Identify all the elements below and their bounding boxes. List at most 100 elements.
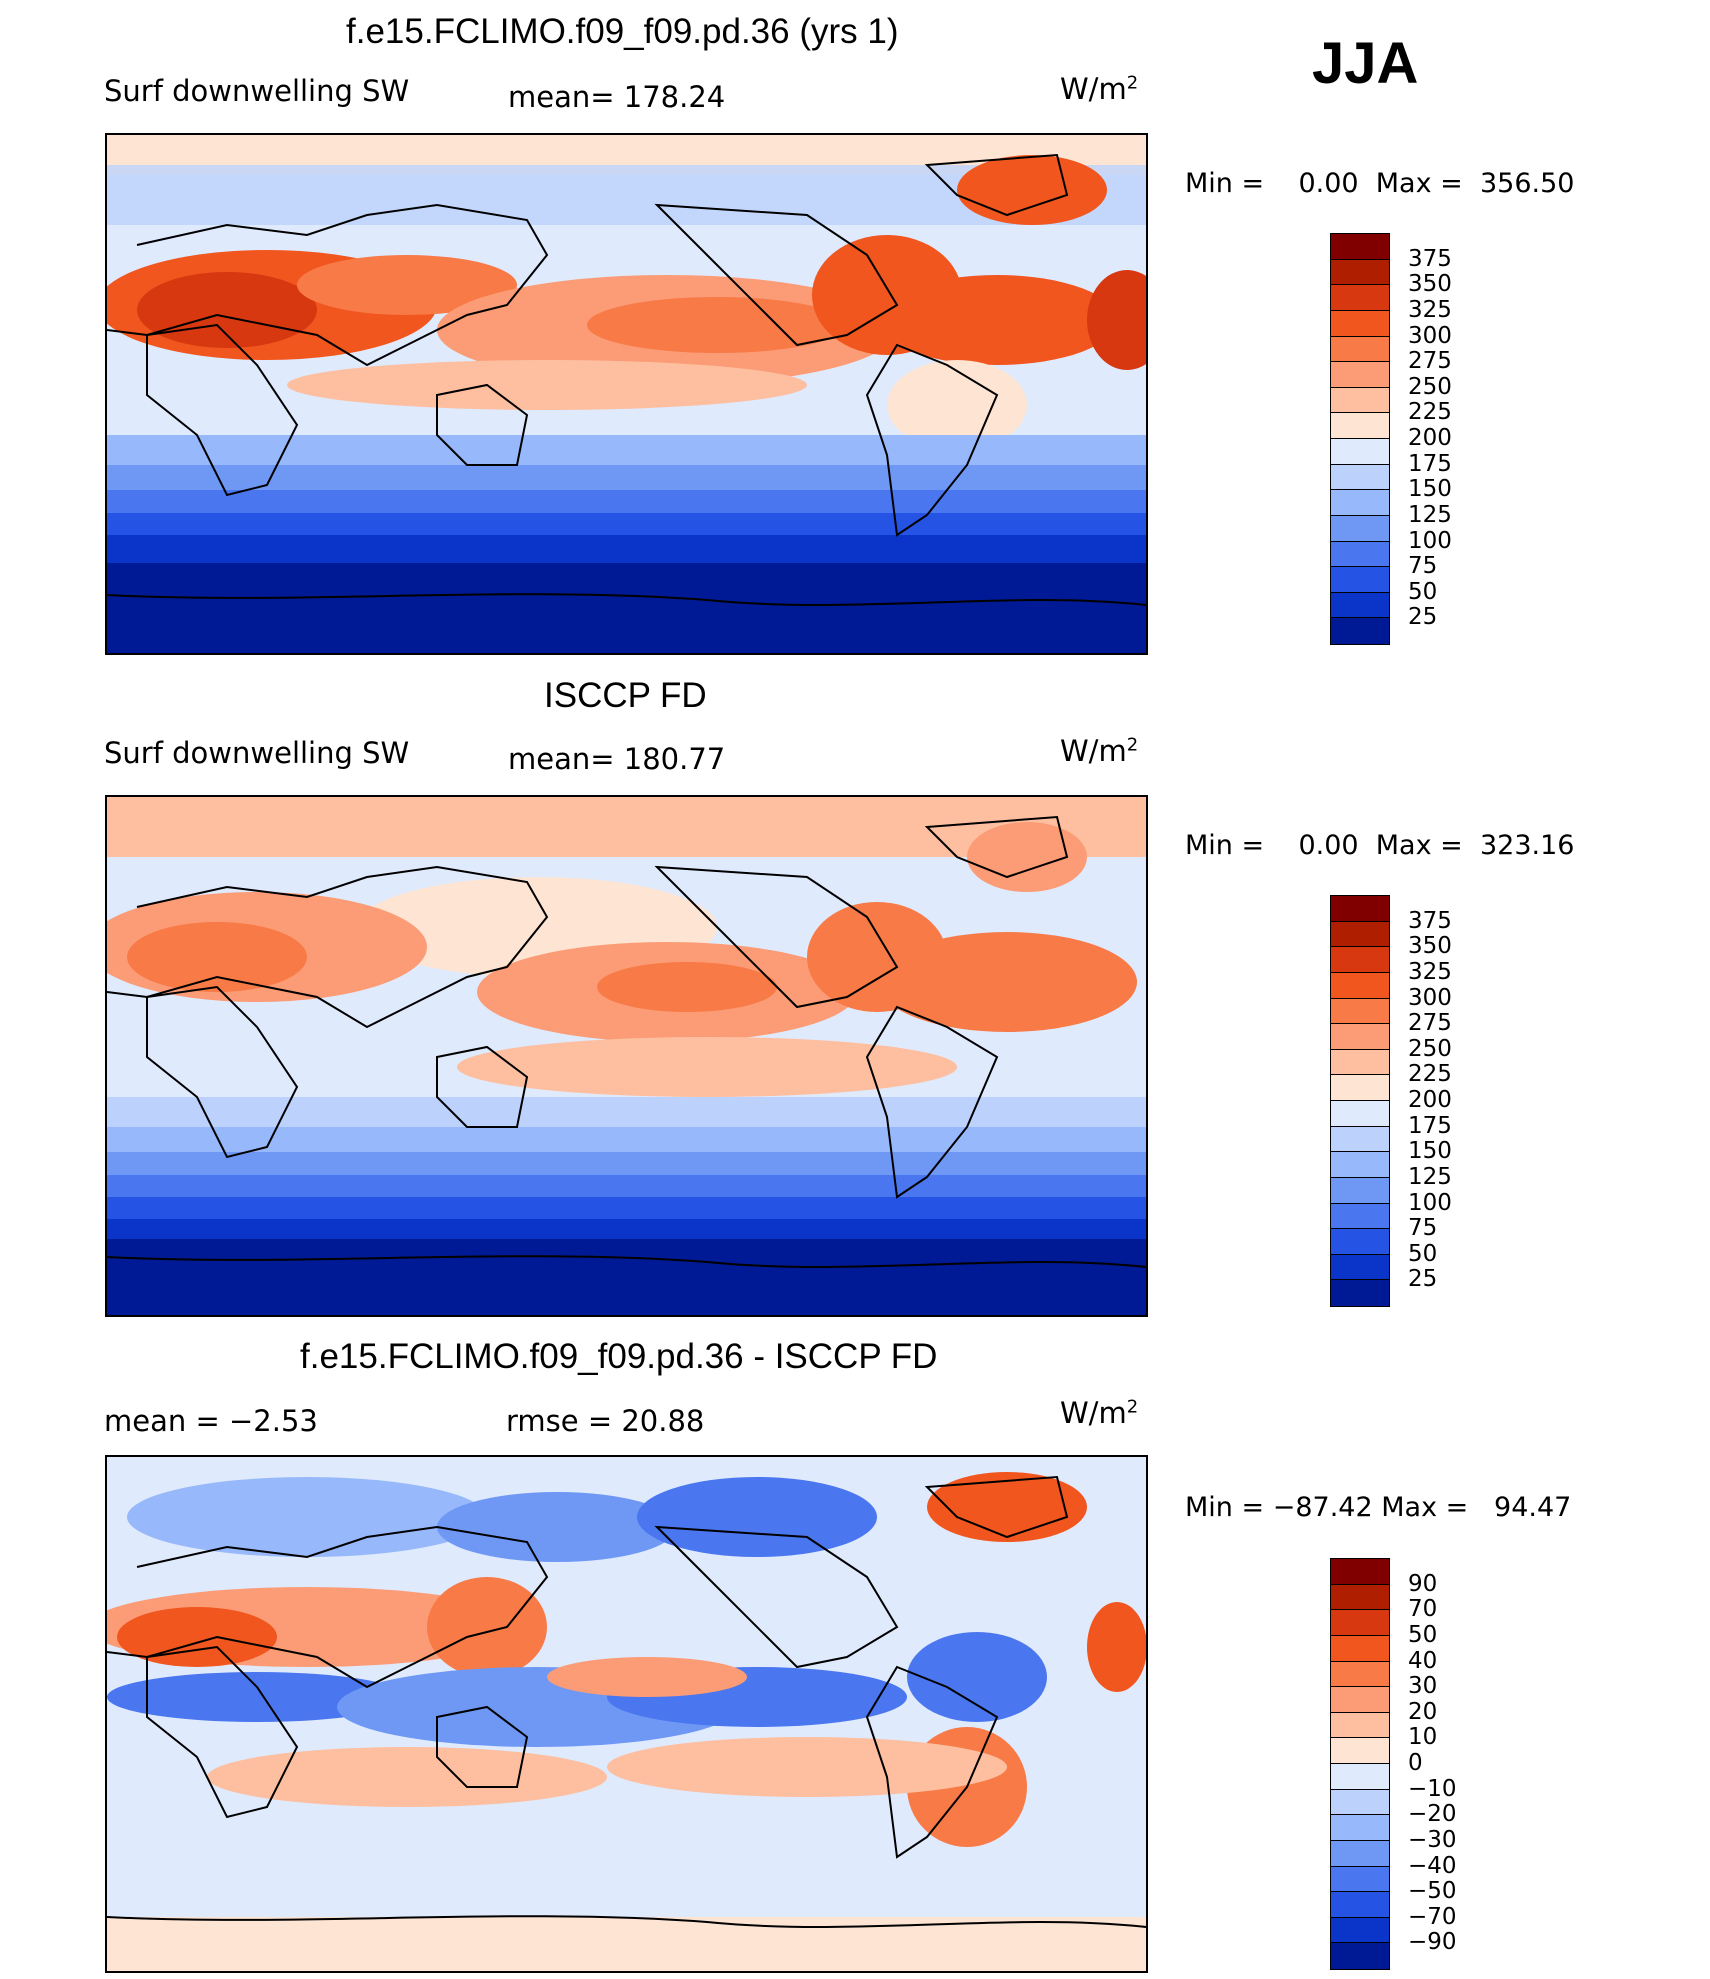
colorbar-segment [1331, 1687, 1389, 1713]
colorbar-tick-label: 20 [1408, 1698, 1438, 1725]
colorbar-tick-label: 275 [1408, 348, 1452, 375]
colorbar-segment [1331, 1559, 1389, 1585]
colorbar-tick-label: 90 [1408, 1570, 1438, 1597]
colorbar-tick-label: 250 [1408, 373, 1452, 400]
colorbar-segment [1331, 998, 1389, 1025]
colorbar-segment [1331, 1203, 1389, 1230]
variable-label: Surf downwelling SW [104, 74, 410, 108]
colorbar-segment [1331, 1610, 1389, 1636]
colorbar-tick-label: −10 [1408, 1775, 1457, 1802]
colorbar-segment [1331, 896, 1389, 922]
unit-label: W/m2 [1060, 734, 1139, 768]
colorbar-tick-label: 225 [1408, 399, 1452, 426]
colorbar-ticks: 375 350 325 300 275 250 225 200 175 150 125 100 75 50… [1408, 895, 1488, 1307]
colorbar-tick-label: −30 [1408, 1826, 1457, 1853]
colorbar-segment [1331, 1764, 1389, 1790]
colorbar-tick-label: 100 [1408, 1189, 1452, 1216]
panel-title: f.e15.FCLIMO.f09_f09.pd.36 (yrs 1) [346, 12, 899, 51]
colorbar-segment [1331, 310, 1389, 337]
colorbar-tick-label: 75 [1408, 1215, 1438, 1242]
colorbar-tick-label: 30 [1408, 1673, 1438, 1700]
colorbar-tick-label: 250 [1408, 1035, 1452, 1062]
colorbar-tick-label: 10 [1408, 1724, 1438, 1751]
colorbar-segment [1331, 1917, 1389, 1944]
colorbar-segment [1331, 336, 1389, 363]
colorbar-tick-label: 225 [1408, 1061, 1452, 1088]
colorbar-segment [1331, 1075, 1389, 1101]
colorbar-tick-label: 50 [1408, 1240, 1438, 1267]
colorbar-segment [1331, 464, 1389, 491]
colorbar-tick-label: 300 [1408, 322, 1452, 349]
mean-label: mean= 180.77 [508, 742, 726, 776]
range-readout: Min = 0.00 Max = 323.16 [1185, 830, 1575, 861]
colorbar-segment [1331, 413, 1389, 439]
colorbar-segment [1331, 1661, 1389, 1688]
colorbar-segment [1331, 490, 1389, 516]
colorbar-segment [1331, 1049, 1389, 1076]
colorbar-tick-label: −50 [1408, 1878, 1457, 1905]
colorbar-tick-label: −70 [1408, 1903, 1457, 1930]
colorbar-segment [1331, 362, 1389, 388]
colorbar-tick-label: 300 [1408, 984, 1452, 1011]
colorbar-tick-label: 200 [1408, 1087, 1452, 1113]
colorbar-tick-label: 70 [1408, 1596, 1438, 1623]
colorbar-tick-label: 375 [1408, 907, 1452, 934]
range-readout: Min = 0.00 Max = 356.50 [1185, 168, 1575, 199]
colorbar-tick-label: 25 [1408, 1266, 1438, 1293]
colorbar-tick-label: 175 [1408, 450, 1452, 477]
variable-label: Surf downwelling SW [104, 736, 410, 770]
colorbar-tick-label: 100 [1408, 527, 1452, 554]
colorbar-segment [1331, 1635, 1389, 1662]
colorbar-segment [1331, 1280, 1389, 1306]
colorbar-segment [1331, 567, 1389, 593]
colorbar-ticks: 90 70 50 40 30 20 10 0 −10 −20 −30 −40 −50 −70 −90 [1408, 1558, 1488, 1970]
colorbar-tick-label: 325 [1408, 958, 1452, 985]
colorbar-tick-label: 50 [1408, 1621, 1438, 1648]
colorbar-segment [1331, 1177, 1389, 1204]
colorbar-tick-label: 175 [1408, 1112, 1452, 1139]
rmse-label: rmse = 20.88 [506, 1404, 705, 1438]
colorbar [1330, 1558, 1390, 1970]
colorbar-tick-label: 125 [1408, 1163, 1452, 1190]
colorbar-segment [1331, 1866, 1389, 1893]
colorbar-segment [1331, 1152, 1389, 1178]
colorbar-tick-label: 200 [1408, 425, 1452, 451]
colorbar-segment [1331, 1024, 1389, 1050]
colorbar-tick-label: 325 [1408, 296, 1452, 323]
colorbar-segment [1331, 1712, 1389, 1739]
colorbar-tick-label: 150 [1408, 1138, 1452, 1165]
colorbar-segment [1331, 1815, 1389, 1841]
map-model [105, 133, 1148, 655]
colorbar-segment [1331, 234, 1389, 260]
colorbar-segment [1331, 972, 1389, 999]
colorbar-segment [1331, 541, 1389, 568]
colorbar-segment [1331, 285, 1389, 311]
colorbar-tick-label: 40 [1408, 1647, 1438, 1674]
colorbar-tick-label: 375 [1408, 245, 1452, 272]
colorbar-segment [1331, 1943, 1389, 1969]
colorbar-tick-label: 350 [1408, 933, 1452, 960]
colorbar-segment [1331, 1101, 1389, 1127]
colorbar-tick-label: 275 [1408, 1010, 1452, 1037]
map-difference [105, 1455, 1148, 1973]
colorbar-segment [1331, 259, 1389, 286]
colorbar-segment [1331, 1126, 1389, 1153]
colorbar-tick-label: 25 [1408, 604, 1438, 631]
colorbar-segment [1331, 1892, 1389, 1918]
colorbar-tick-label: −40 [1408, 1852, 1457, 1879]
diff-mean-label: mean = −2.53 [104, 1404, 318, 1438]
colorbar [1330, 895, 1390, 1307]
unit-label: W/m2 [1060, 72, 1139, 106]
colorbar-segment [1331, 1584, 1389, 1611]
colorbar-segment [1331, 439, 1389, 465]
colorbar-tick-label: 150 [1408, 476, 1452, 503]
colorbar-segment [1331, 387, 1389, 414]
panel-title: f.e15.FCLIMO.f09_f09.pd.36 - ISCCP FD [300, 1337, 938, 1376]
colorbar-segment [1331, 515, 1389, 542]
colorbar-tick-label: 75 [1408, 553, 1438, 580]
colorbar-segment [1331, 947, 1389, 973]
colorbar-tick-label: 50 [1408, 578, 1438, 605]
colorbar-tick-label: 125 [1408, 501, 1452, 528]
range-readout: Min = −87.42 Max = 94.47 [1185, 1492, 1572, 1523]
colorbar-segment [1331, 592, 1389, 619]
